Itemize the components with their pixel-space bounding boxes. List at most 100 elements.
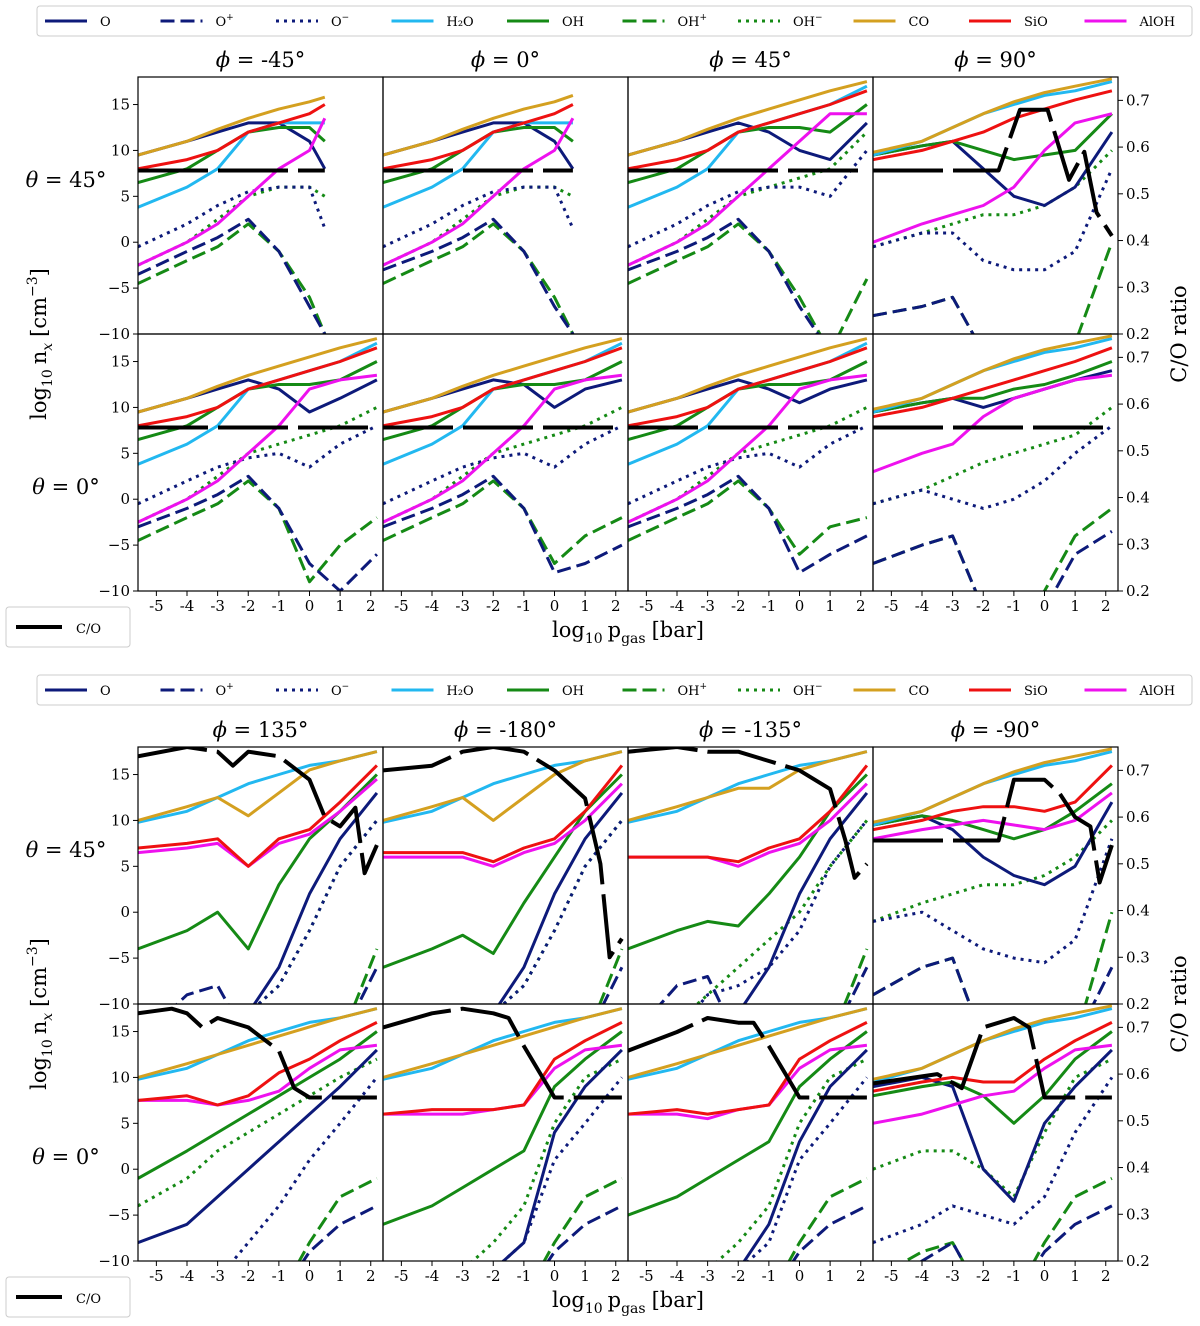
panel: -5 -4 -3 -2 -1 0 1 2	[627, 333, 874, 615]
legend-item-H2O: H₂O	[391, 684, 474, 699]
column-title-value: 90°	[1000, 48, 1037, 72]
legend-label-sup: +	[700, 682, 708, 692]
series-line-AlOH	[628, 112, 867, 267]
x-tick-label: 1	[580, 1267, 590, 1285]
y-tick-label: 10	[111, 141, 130, 159]
x-label-log: log	[552, 1288, 585, 1312]
series-line-AlOH	[873, 373, 1113, 474]
series-line-co-ratio	[873, 777, 1114, 885]
legend-label-sup: −	[815, 682, 823, 692]
y-tick-label: 5	[120, 1114, 130, 1132]
column-title: ϕ = -45°	[216, 48, 306, 72]
legend-label-sup: +	[700, 13, 708, 23]
legend-item-O-: O−	[276, 682, 349, 699]
row-title-prefix: θ =	[26, 838, 70, 862]
legend-item-OH: OH	[507, 15, 584, 30]
series-line-OHp	[542, 1177, 623, 1261]
column-title: ϕ = 90°	[954, 48, 1037, 72]
x-tick-label: -3	[945, 597, 960, 615]
series-line-CO	[628, 80, 868, 157]
column-title-prefix: ϕ =	[951, 718, 996, 742]
x-tick-label: -2	[486, 597, 501, 615]
panel-lines	[873, 1004, 1114, 1261]
series-line-OH	[138, 126, 326, 185]
series-line-OHp	[787, 1177, 868, 1261]
legend-label-main: OH	[678, 684, 700, 699]
row-title-value: 45°	[69, 838, 106, 862]
panel: 0.2 0.3 0.4 0.5 0.6 0.7 -5 -4 -3 -2 -1 0 1 2	[872, 333, 1150, 615]
y-label-log: log	[27, 1057, 51, 1090]
series-line-O	[383, 378, 623, 414]
y2-tick-label: 0.5	[1126, 185, 1150, 203]
panel-lines	[628, 337, 868, 575]
legend-label-O: O	[100, 15, 111, 30]
x-tick-label: 2	[1101, 1267, 1111, 1285]
x-tick-label: -4	[670, 597, 685, 615]
co-legend: C/O	[5, 606, 131, 648]
series-line-CO	[138, 750, 378, 822]
legend-label-main: O	[216, 15, 227, 30]
x-tick-label: 2	[856, 597, 866, 615]
x-tick-label: 1	[1070, 597, 1080, 615]
y-label-unit-sup: −3	[25, 276, 41, 297]
series-line-O	[628, 378, 868, 414]
row-title-prefix: θ =	[26, 168, 70, 192]
series-line-CO	[138, 95, 326, 157]
column-title: ϕ = -180°	[454, 718, 557, 742]
y-tick-label: 0	[120, 490, 130, 508]
panel-lines	[383, 747, 624, 1004]
legend-label-O+: O+	[216, 13, 234, 30]
column-title-prefix: ϕ =	[454, 718, 499, 742]
panel: −10 −5 0 5 10 15 -5 -4 -3 -2 -1 0 1 2	[98, 1003, 384, 1285]
series-line-CO	[383, 750, 623, 822]
series-line-CO	[628, 750, 868, 822]
series-line-Om	[873, 168, 1114, 272]
series-line-SiO	[873, 346, 1113, 419]
x-tick-label: -2	[731, 1267, 746, 1285]
legend-label-sup: −	[342, 13, 350, 23]
series-line-OHm	[873, 406, 1113, 506]
column-title: ϕ = -90°	[951, 718, 1041, 742]
series-line-OHm	[873, 819, 1113, 923]
y-tick-label: −5	[108, 536, 130, 554]
co-legend-frame	[5, 606, 131, 648]
legend-label-main: SiO	[1024, 684, 1048, 699]
y2-tick-label: 0.2	[1126, 995, 1150, 1013]
y2-tick-label: 0.2	[1126, 1252, 1150, 1270]
series-line-OHp	[353, 948, 379, 1004]
figure-1: ϕ = 135° ϕ = -180° ϕ = -135° ϕ = -90°θ = 45…	[25, 718, 1191, 1317]
panel-lines	[138, 1006, 379, 1261]
series-line-AlOH	[138, 373, 378, 524]
co-legend-frame	[5, 1276, 131, 1318]
legend-label-OH+: OH+	[678, 682, 708, 699]
series-line-co-ratio	[138, 1006, 377, 1100]
legend-bar: O O+ O− H₂O OH OH+ OH− CO SiO AlOH	[36, 5, 1193, 37]
legend-item-O: O	[45, 684, 111, 699]
co-legend-label: C/O	[76, 1292, 101, 1307]
series-line-OH	[628, 1030, 868, 1217]
series-line-OHm	[873, 1057, 1113, 1199]
series-line-AlOH	[628, 373, 868, 524]
series-line-co-ratio	[383, 1006, 622, 1100]
x-label-var-sub: gas	[621, 1301, 646, 1317]
legend-item-O-: O−	[276, 13, 349, 30]
legend-item-OH: OH	[507, 684, 584, 699]
series-line-SiO	[138, 1021, 378, 1107]
panel: 0.2 0.3 0.4 0.5 0.6 0.7	[872, 746, 1150, 1013]
x-tick-label: 1	[335, 597, 345, 615]
x-tick-label: -1	[517, 597, 532, 615]
series-line-OHm	[715, 1057, 868, 1261]
series-line-Om	[746, 1076, 869, 1261]
series-line-O	[742, 791, 869, 1004]
series-line-OHm	[695, 819, 869, 1004]
legend-label-SiO: SiO	[1024, 15, 1048, 30]
column-title-value: 135°	[258, 718, 309, 742]
y2-tick-label: 0.2	[1126, 582, 1150, 600]
y2-tick-label: 0.5	[1126, 442, 1150, 460]
x-tick-label: 2	[1101, 597, 1111, 615]
legend-item-OH+: OH+	[622, 682, 708, 699]
series-line-Op	[138, 474, 378, 591]
series-line-CO	[383, 93, 574, 157]
panel-lines	[383, 93, 575, 334]
series-line-OH	[873, 360, 1113, 414]
